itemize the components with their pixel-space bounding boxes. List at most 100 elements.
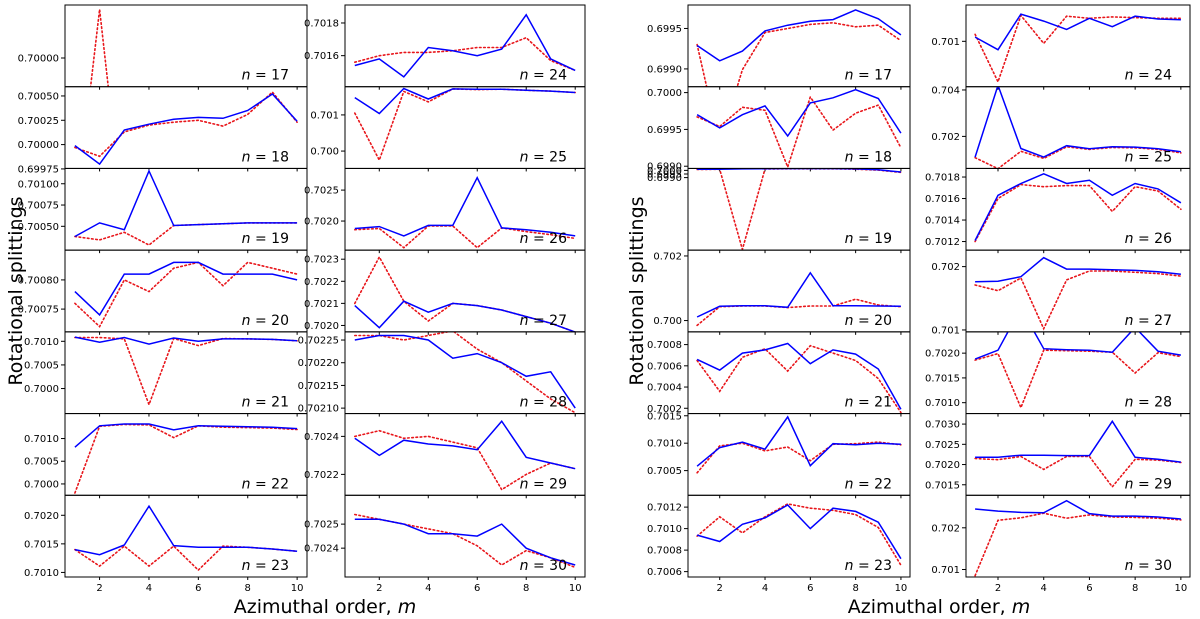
series-group [353,419,577,491]
series-blue-solid [974,86,1181,158]
panel-n-label: n = 17 [845,68,892,84]
y-tick-label: 0.7018 [304,18,339,29]
series-blue-solid [354,176,576,237]
series-blue-solid [696,88,902,138]
y-tick-label: 0.704 [931,85,960,96]
x-tick-label: 10 [569,583,582,594]
x-tick-label: 10 [1174,583,1187,594]
y-tick-label: 0.70050 [18,222,59,233]
series-blue-solid [354,334,576,409]
x-tick-label: 2 [717,583,723,594]
panel-n-label: n = 21 [242,395,289,411]
y-tick-label: 0.7014 [925,216,960,227]
series-red-dotted [353,331,577,414]
x-tick-label: 4 [762,583,768,594]
panel-n19: 0.70050 0.70075 0.70100 n = 19 [18,167,308,254]
y-tick-label: 0.6990 [647,162,682,173]
y-tick-label: 0.7025 [304,520,339,531]
panel-n-label: n = 26 [520,231,567,247]
panel-n-label: n = 22 [845,476,892,492]
series-group [74,504,298,572]
panel-n-label: n = 27 [1125,313,1172,329]
y-tick-label: 0.7025 [304,186,339,197]
y-tick-label: 0.7025 [925,440,960,451]
y-tick-label: 0.7020 [304,321,339,332]
panel-n24: 0.7016 0.7018 n = 24 [304,4,586,90]
series-blue-solid [354,518,576,566]
y-tick-label: 0.7005 [24,457,59,468]
panel-n24: 0.701 n = 24 [931,4,1191,90]
series-group [353,176,577,249]
panel-frame [344,494,586,578]
series-blue-solid [696,415,901,467]
series-red-dotted [696,298,902,327]
series-group [696,9,902,87]
series-group [974,13,1182,84]
series-blue-solid [975,419,1181,463]
x-tick-label: 6 [195,583,201,594]
panel-n20: 0.700 0.702 n = 20 [653,249,911,335]
panel-n-label: n = 29 [520,476,567,492]
y-tick-label: 0.701 [931,325,960,336]
series-red-dotted [353,36,577,72]
y-tick-label: 0.702 [653,251,682,262]
panel-n26: 0.7012 0.7014 0.7016 0.7018 n = 26 [925,167,1191,254]
y-tick-label: 0.70075 [18,305,59,316]
y-tick-label: 0.70075 [18,201,59,212]
y-tick-label: 0.70000 [18,140,59,151]
series-group [74,169,298,246]
series-group [353,87,577,163]
series-blue-solid [975,256,1181,283]
y-axis-label: Rotational splittings [5,196,27,385]
panel-n-label: n = 21 [845,395,892,411]
series-group [696,88,902,169]
panel-n-label: n = 23 [845,558,892,574]
series-red-dotted [696,503,902,567]
series-group [696,503,902,567]
y-tick-label: 0.7005 [647,466,682,477]
x-axis-label: Azimuthal order, m [848,596,1031,618]
y-tick-label: 0.7008 [647,340,682,351]
x-tick-label: 8 [523,583,529,594]
panel-n-label: n = 30 [520,558,567,574]
panel-n-label: n = 20 [242,313,289,329]
panel-n-label: n = 23 [242,558,289,574]
y-tick-label: 0.7006 [647,567,682,578]
y-tick-label: 0.70000 [18,54,59,65]
y-tick-label: 0.7002 [647,404,682,415]
y-tick-label: 0.7005 [24,360,59,371]
panel-n-label: n = 18 [845,149,892,165]
y-tick-label: 0.7010 [24,434,59,445]
series-blue-solid [696,271,901,318]
series-group [974,256,1182,331]
x-tick-label: 6 [474,583,480,594]
panel-n-label: n = 24 [1125,68,1172,84]
y-tick-label: 0.7006 [647,361,682,372]
series-blue-solid [354,13,576,78]
panel-n27: 0.701 0.702 n = 27 [931,249,1191,336]
panel-n30: 0.7024 0.7025 2 4 6 8 10n = 30 [304,494,586,594]
x-tick-label: 2 [995,583,1001,594]
series-blue-solid [354,419,576,470]
panel-n-label: n = 18 [242,149,289,165]
y-tick-label: 0.7000 [24,479,59,490]
y-tick-label: 0.6990 [647,64,682,75]
panel-n-label: n = 22 [242,476,289,492]
y-tick-label: 0.701 [931,37,960,48]
panel-n25: 0.702 0.704 n = 25 [931,85,1191,172]
y-tick-label: 0.7015 [647,411,682,422]
series-blue-solid [974,13,1181,51]
y-tick-label: 0.7000 [647,166,682,177]
series-group [974,172,1182,243]
y-axis-label: Rotational splittings [626,196,648,385]
series-blue-solid [74,261,298,317]
y-tick-label: 0.7004 [647,383,682,394]
panel-n-label: n = 28 [1125,395,1172,411]
x-tick-label: 10 [291,583,304,594]
panel-n-label: n = 27 [520,313,567,329]
panel-n23: 0.7006 0.7008 0.7010 0.7012 2 4 6 8 10n = 23 [647,494,911,594]
y-tick-label: 0.7018 [925,173,960,184]
series-red-dotted [974,145,1182,169]
y-tick-label: 0.69975 [18,164,59,175]
panel-n21: 0.7000 0.7005 0.7010 n = 21 [24,331,308,417]
